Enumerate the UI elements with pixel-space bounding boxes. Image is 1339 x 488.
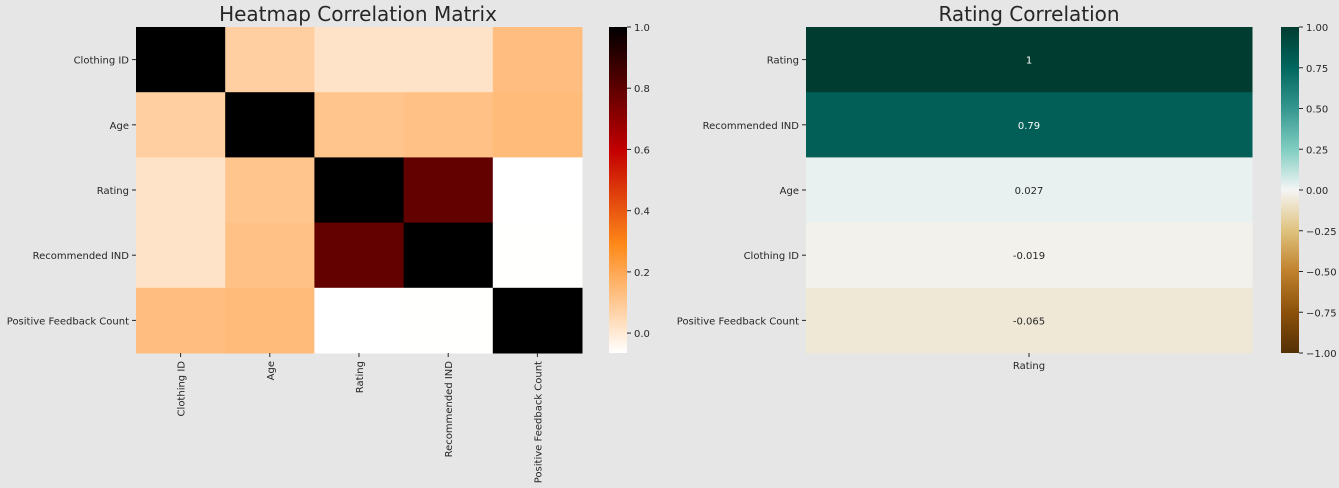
colorbar: 1.00 0.75 0.50 0.25 0.00 −0.25 −0.50 −0.75 −1.00 <box>1281 23 1337 360</box>
heatmap-cell <box>492 222 583 289</box>
y-tick-label: Positive Feedback Count <box>677 316 799 327</box>
y-tick-label: Rating <box>767 56 799 67</box>
colorbar-gradient <box>1281 27 1299 353</box>
colorbar-tick-label: 0.50 <box>1306 105 1328 116</box>
colorbar-tick-label: −1.00 <box>1306 349 1337 360</box>
rating-correlation-chart: Rating Correlation 1 0.79 0.027 -0.019 -0.06… <box>677 2 1337 372</box>
heatmap-cells <box>136 27 583 354</box>
colorbar-gradient <box>609 27 627 353</box>
colorbar-tick-label: 0.75 <box>1306 64 1328 75</box>
x-tick-label: Recommended IND <box>444 361 455 458</box>
heatmap-cell <box>403 222 494 289</box>
y-tick-label: Clothing ID <box>744 251 800 262</box>
colorbar-tick-label: 0.8 <box>634 84 650 95</box>
x-tick-label: Rating <box>355 361 366 393</box>
heatmap-cell <box>314 27 405 93</box>
heatmap-cell <box>314 287 405 354</box>
heatmap-cells: 1 0.79 0.027 -0.019 -0.065 <box>806 27 1253 354</box>
colorbar-tick-label: 0.2 <box>634 268 650 279</box>
colorbar-tick-label: −0.75 <box>1306 308 1337 319</box>
heatmap-correlation-chart: Heatmap Correlation Matrix Clothing ID Ag… <box>7 2 650 483</box>
heatmap-cell <box>492 287 583 354</box>
cell-value-label: -0.019 <box>1013 251 1045 262</box>
heatmap-cell <box>806 27 1253 93</box>
y-tick-label: Rating <box>97 186 129 197</box>
chart-title: Rating Correlation <box>938 2 1119 26</box>
cell-value-label: 0.79 <box>1018 121 1040 132</box>
colorbar: 0.0 0.2 0.4 0.6 0.8 1.0 <box>609 23 650 353</box>
colorbar-tick-label: 0.25 <box>1306 145 1328 156</box>
heatmap-cell <box>136 157 226 224</box>
heatmap-cell <box>403 92 494 158</box>
y-tick-label: Age <box>780 186 799 197</box>
colorbar-ticks: 1.00 0.75 0.50 0.25 0.00 −0.25 −0.50 −0.75 −1.00 <box>1299 23 1337 360</box>
heatmap-cell <box>492 92 583 158</box>
heatmap-cell <box>136 287 226 354</box>
colorbar-tick-label: 0.00 <box>1306 186 1328 197</box>
heatmap-cell <box>403 27 494 93</box>
heatmap-cell <box>136 92 226 158</box>
colorbar-tick-label: 0.4 <box>634 207 650 218</box>
heatmap-cell <box>806 92 1253 158</box>
heatmap-cell <box>806 157 1253 224</box>
y-tick-labels: Rating Recommended IND Age Clothing ID Posit… <box>677 56 806 327</box>
x-tick-label: Positive Feedback Count <box>533 361 544 483</box>
x-tick-label: Rating <box>1013 361 1045 372</box>
colorbar-tick-label: 1.00 <box>1306 23 1328 34</box>
x-tick-labels: Rating <box>1013 353 1045 372</box>
heatmap-cell <box>403 287 494 354</box>
heatmap-cell <box>225 157 315 224</box>
heatmap-cell <box>136 222 226 289</box>
colorbar-tick-label: 1.0 <box>634 23 650 34</box>
colorbar-tick-label: 0.0 <box>634 329 650 340</box>
heatmap-cell <box>806 222 1253 289</box>
y-tick-label: Age <box>110 121 129 132</box>
colorbar-tick-label: −0.50 <box>1306 268 1337 279</box>
y-tick-label: Clothing ID <box>74 56 130 67</box>
x-tick-labels: Clothing ID Age Rating Recommended IND Posit… <box>177 353 544 483</box>
y-tick-label: Recommended IND <box>33 251 130 262</box>
cell-value-label: 1 <box>1026 56 1032 67</box>
chart-title: Heatmap Correlation Matrix <box>219 2 497 26</box>
y-tick-label: Recommended IND <box>703 121 800 132</box>
colorbar-tick-label: −0.25 <box>1306 227 1337 238</box>
cell-value-label: 0.027 <box>1015 186 1044 197</box>
x-tick-label: Clothing ID <box>177 361 188 417</box>
colorbar-ticks: 0.0 0.2 0.4 0.6 0.8 1.0 <box>627 23 650 340</box>
heatmap-cell <box>314 222 405 289</box>
x-tick-label: Age <box>266 361 277 380</box>
cell-value-label: -0.065 <box>1013 316 1045 327</box>
heatmap-cell <box>314 157 405 224</box>
colorbar-tick-label: 0.6 <box>634 145 650 156</box>
y-tick-label: Positive Feedback Count <box>7 316 129 327</box>
heatmap-cell <box>225 222 315 289</box>
heatmap-cell <box>225 287 315 354</box>
heatmap-cell <box>806 287 1253 354</box>
heatmap-cell <box>492 157 583 224</box>
heatmap-cell <box>492 27 583 93</box>
heatmap-cell <box>314 92 405 158</box>
heatmap-cell <box>403 157 494 224</box>
heatmap-cell <box>136 27 226 93</box>
y-tick-labels: Clothing ID Age Rating Recommended IND Posit… <box>7 56 136 327</box>
heatmap-cell <box>225 92 315 158</box>
heatmap-cell <box>225 27 315 93</box>
